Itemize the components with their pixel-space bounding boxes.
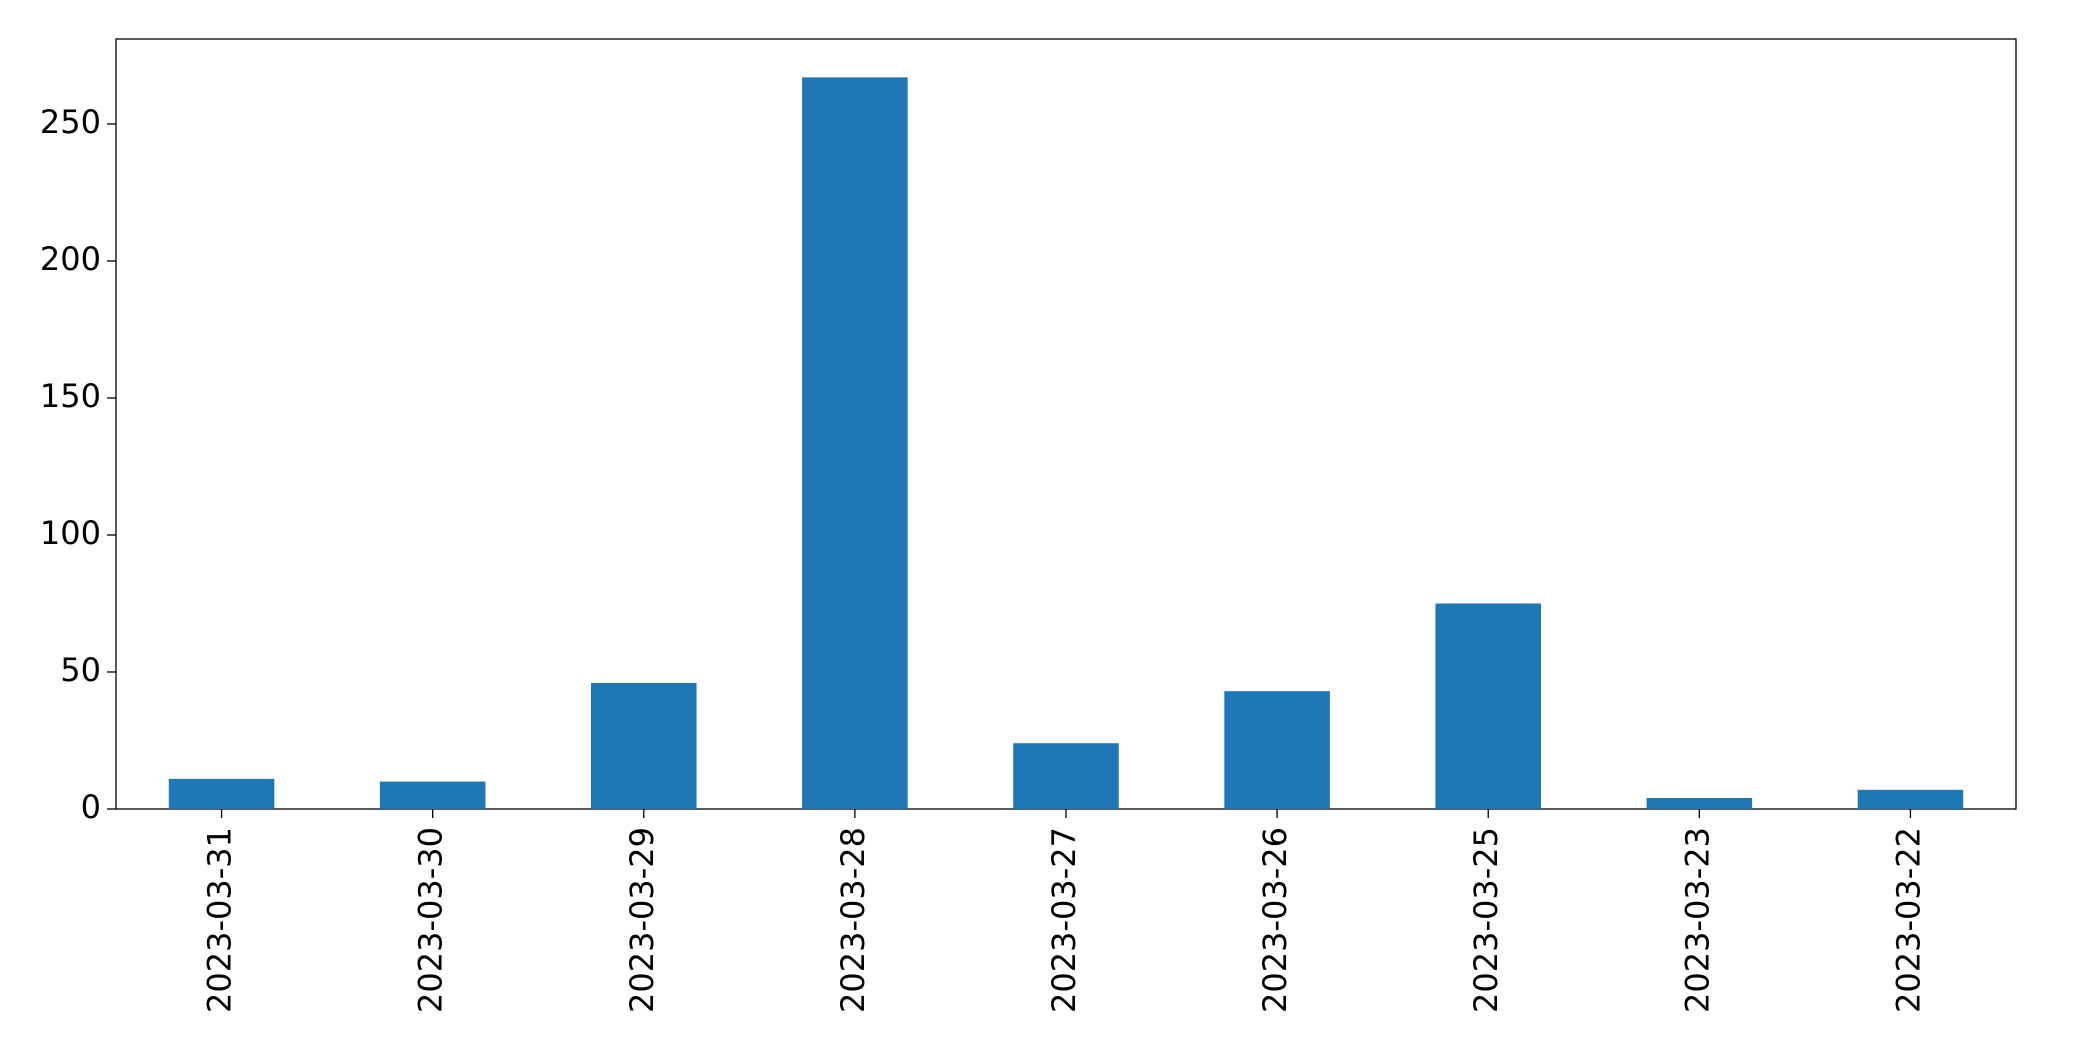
y-tick-label: 150 bbox=[40, 377, 101, 415]
bar bbox=[1857, 789, 1964, 809]
bar bbox=[168, 778, 275, 809]
bar bbox=[1224, 691, 1330, 809]
bar bbox=[802, 77, 908, 810]
bar bbox=[591, 682, 697, 809]
x-tick-label: 2023-03-30 bbox=[412, 827, 450, 1013]
y-tick-label: 200 bbox=[40, 240, 101, 278]
x-tick-label: 2023-03-26 bbox=[1256, 827, 1294, 1013]
x-tick-label: 2023-03-31 bbox=[201, 827, 239, 1013]
y-tick-label: 50 bbox=[60, 651, 101, 689]
bar bbox=[1646, 798, 1753, 809]
x-tick-label: 2023-03-25 bbox=[1467, 827, 1505, 1013]
plot-frame bbox=[115, 38, 2017, 810]
x-tick-label: 2023-03-23 bbox=[1678, 827, 1716, 1013]
x-tick-label: 2023-03-22 bbox=[1889, 827, 1927, 1013]
x-tick-label: 2023-03-28 bbox=[834, 827, 872, 1013]
x-tick-label: 2023-03-29 bbox=[623, 827, 661, 1013]
y-tick-label: 250 bbox=[40, 103, 101, 141]
bar bbox=[379, 781, 486, 809]
bar bbox=[1013, 743, 1119, 809]
y-tick-label: 0 bbox=[81, 788, 101, 826]
bar bbox=[1435, 603, 1541, 809]
x-tick-label: 2023-03-27 bbox=[1045, 827, 1083, 1013]
y-tick-label: 100 bbox=[40, 514, 101, 552]
